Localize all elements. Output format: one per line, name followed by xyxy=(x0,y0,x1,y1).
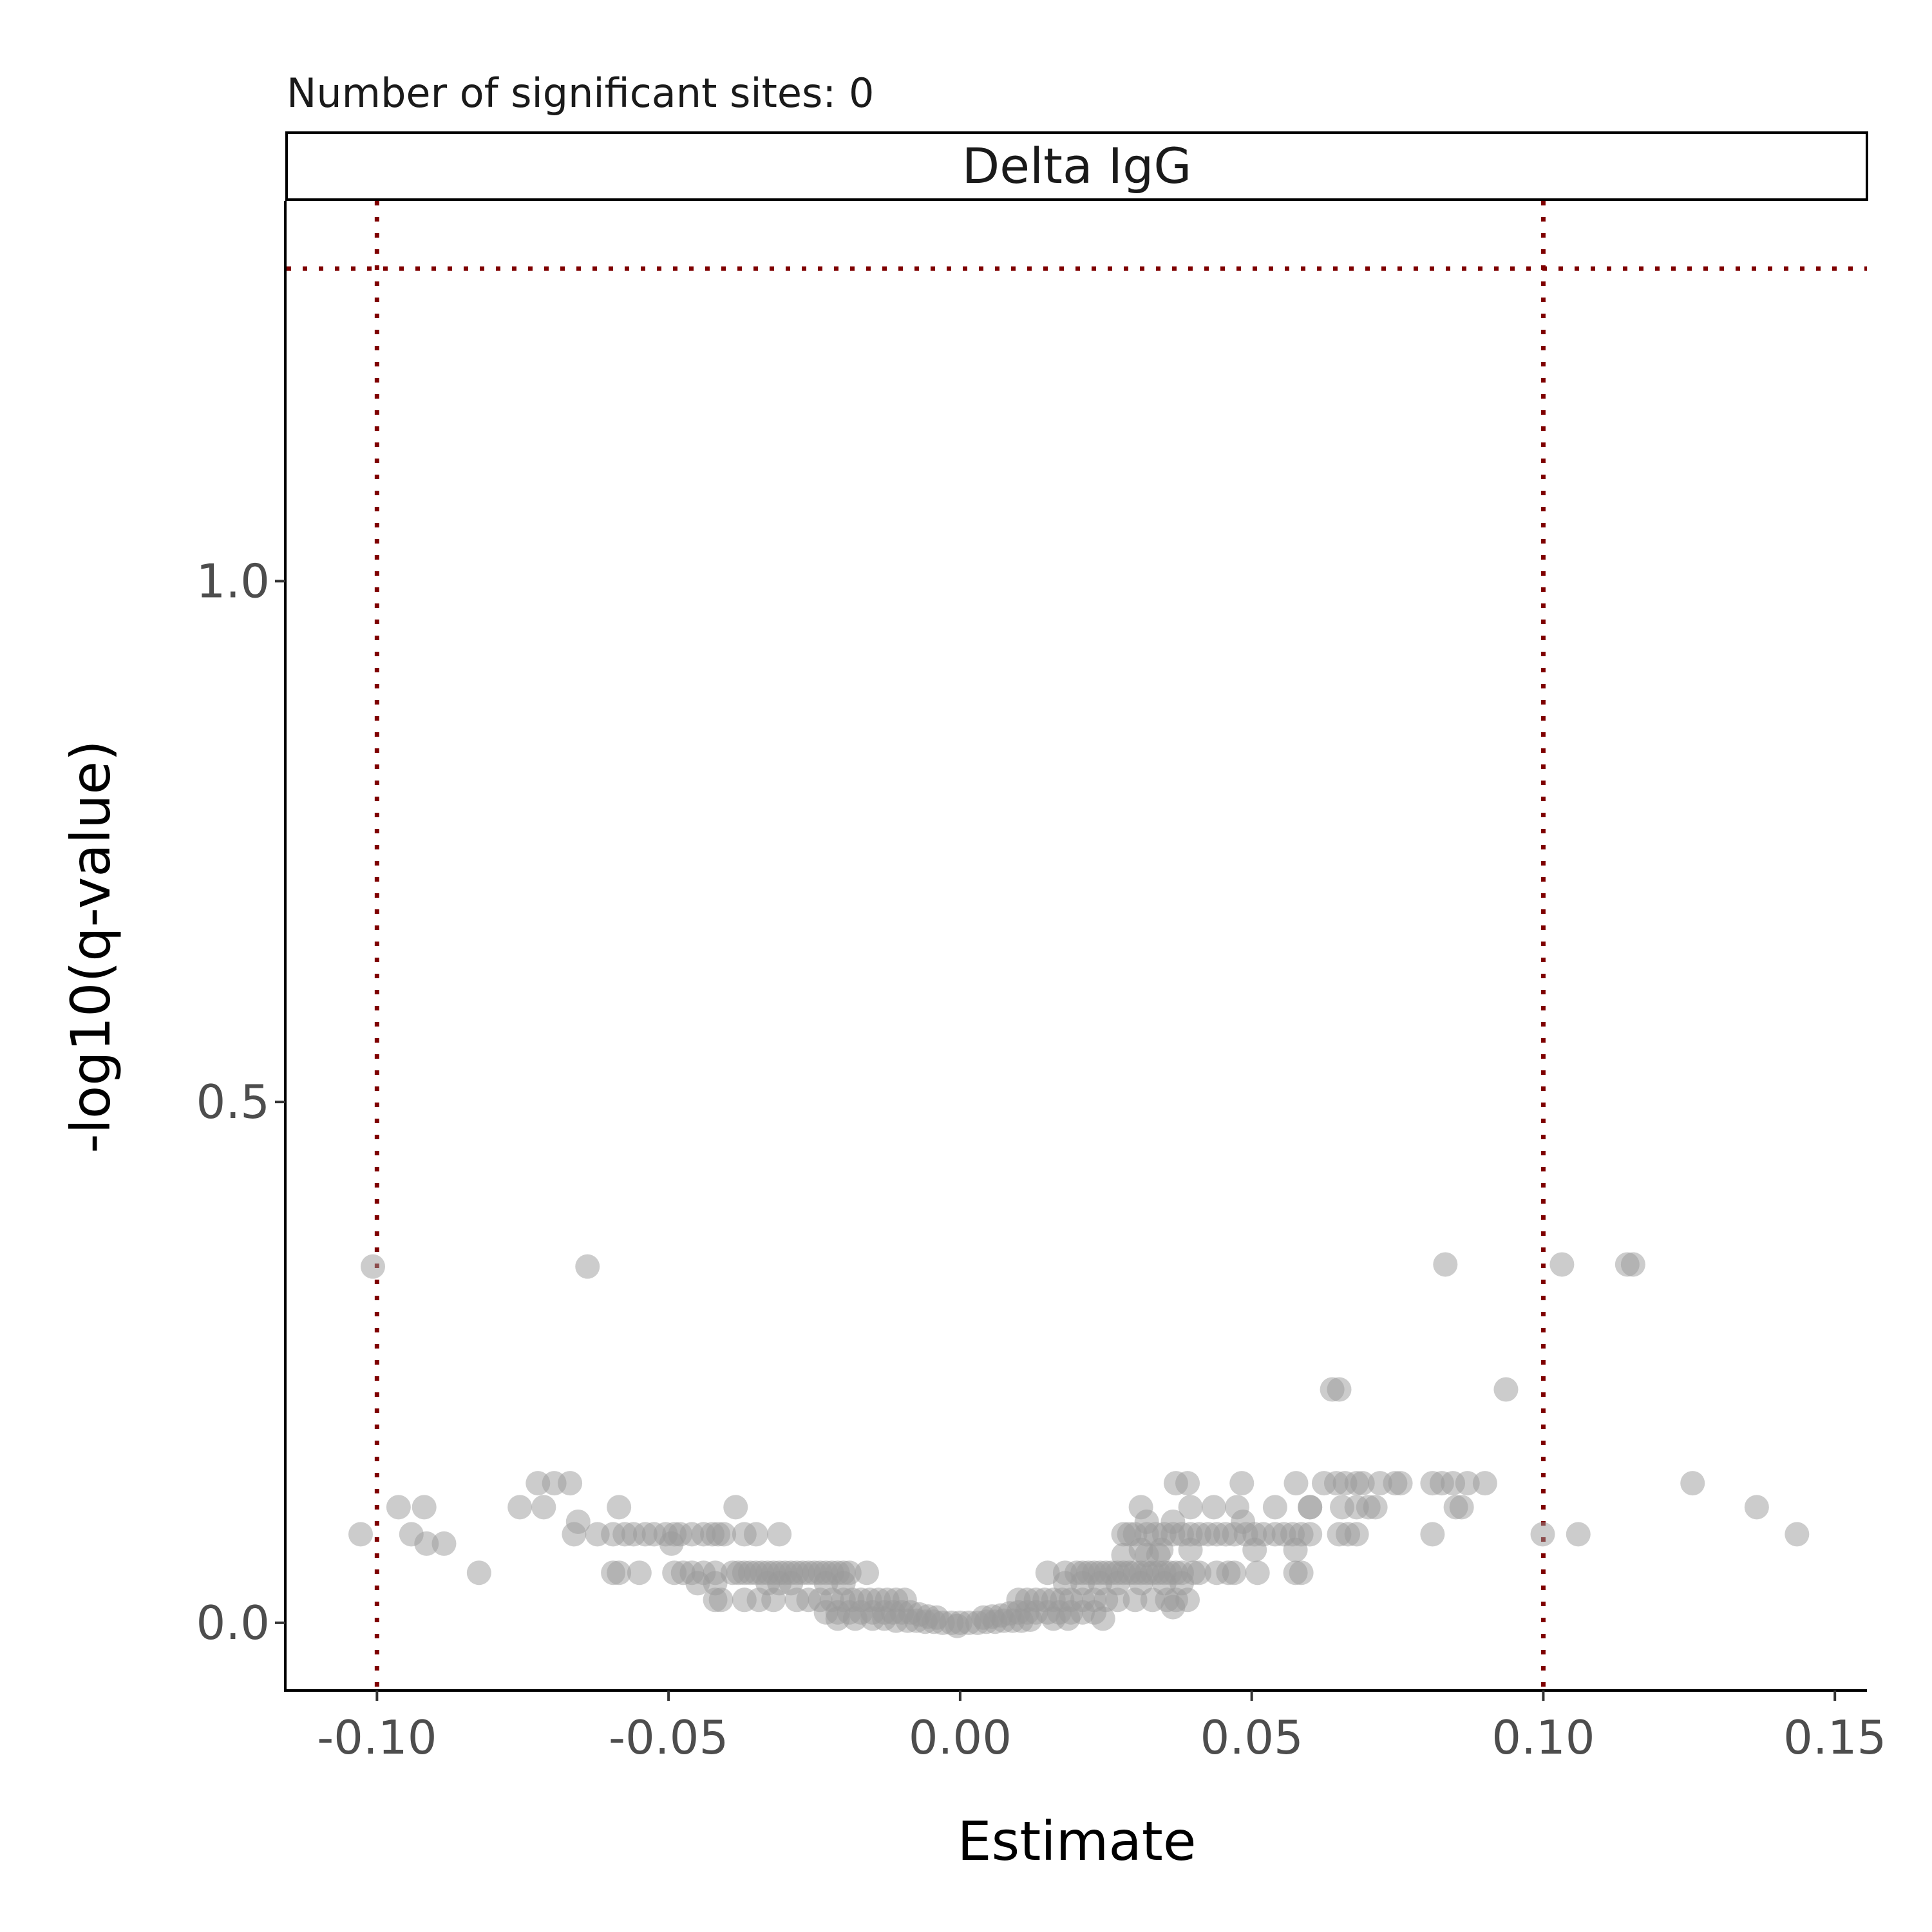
data-point xyxy=(627,1560,652,1586)
data-point xyxy=(1298,1495,1323,1520)
data-point xyxy=(1493,1377,1519,1402)
data-point xyxy=(1388,1471,1413,1496)
data-point xyxy=(1289,1560,1314,1586)
data-point xyxy=(1262,1495,1287,1520)
data-point xyxy=(723,1495,748,1520)
data-point xyxy=(1122,1587,1148,1613)
data-point xyxy=(855,1560,880,1586)
x-tick-label: 0.05 xyxy=(1200,1710,1303,1765)
data-point xyxy=(1744,1495,1769,1520)
data-point xyxy=(531,1495,556,1520)
data-point xyxy=(1229,1471,1255,1496)
data-point xyxy=(1363,1495,1388,1520)
data-point xyxy=(1178,1495,1203,1520)
data-point xyxy=(431,1531,457,1556)
x-tick-label: 0.10 xyxy=(1492,1710,1595,1765)
data-point xyxy=(1327,1377,1352,1402)
threshold-lines xyxy=(287,201,1867,1690)
facet-label: Delta IgG xyxy=(962,137,1191,194)
data-point xyxy=(1344,1522,1369,1547)
y-tick-label: 0.0 xyxy=(196,1596,270,1650)
data-point xyxy=(1222,1560,1247,1586)
y-axis-ticks: 0.0 0.5 1.0 xyxy=(196,554,285,1650)
data-point xyxy=(1420,1522,1445,1547)
y-tick-label: 0.5 xyxy=(196,1075,270,1129)
data-point xyxy=(414,1531,439,1556)
data-point xyxy=(562,1522,587,1547)
data-point xyxy=(712,1522,737,1547)
data-point xyxy=(607,1495,632,1520)
data-point xyxy=(1105,1587,1130,1613)
data-point xyxy=(825,1606,850,1631)
data-point xyxy=(607,1560,632,1586)
facet-strip xyxy=(285,131,1868,201)
data-point xyxy=(1472,1471,1497,1496)
data-point xyxy=(761,1587,786,1613)
data-point xyxy=(945,1613,970,1638)
data-point xyxy=(1785,1522,1810,1547)
data-point xyxy=(348,1522,374,1547)
data-point xyxy=(685,1571,710,1596)
y-axis-title: -log10(q-value) xyxy=(59,740,122,1153)
data-point xyxy=(1178,1537,1203,1562)
x-axis-ticks: -0.10 -0.05 0.00 0.05 0.10 0.15 xyxy=(317,1690,1886,1765)
data-point xyxy=(1449,1495,1474,1520)
data-point xyxy=(361,1254,386,1279)
data-point xyxy=(1283,1537,1308,1562)
x-tick-label: -0.05 xyxy=(609,1710,728,1765)
data-point xyxy=(1455,1471,1480,1496)
data-point xyxy=(1245,1560,1270,1586)
data-point xyxy=(1298,1522,1323,1547)
data-points xyxy=(348,1252,1810,1638)
data-point xyxy=(386,1495,411,1520)
data-point xyxy=(1530,1522,1555,1547)
data-point xyxy=(1620,1252,1645,1277)
x-axis-title: Estimate xyxy=(957,1810,1196,1873)
data-point xyxy=(1344,1471,1369,1496)
plot-subtitle: Number of significant sites: 0 xyxy=(287,70,874,117)
data-point xyxy=(1018,1607,1043,1633)
data-point xyxy=(842,1606,867,1631)
data-point xyxy=(1242,1537,1267,1562)
x-tick-label: -0.10 xyxy=(317,1710,437,1765)
data-point xyxy=(1090,1606,1115,1631)
data-point xyxy=(743,1522,768,1547)
data-point xyxy=(708,1587,734,1613)
data-point xyxy=(1549,1252,1575,1277)
data-point xyxy=(412,1495,437,1520)
data-point xyxy=(1056,1606,1081,1631)
data-point xyxy=(659,1531,684,1556)
data-point xyxy=(1344,1495,1369,1520)
y-tick-label: 1.0 xyxy=(196,554,270,608)
data-point xyxy=(1566,1522,1591,1547)
data-point xyxy=(767,1522,792,1547)
data-point xyxy=(466,1560,491,1586)
data-point xyxy=(1201,1495,1226,1520)
data-point xyxy=(558,1471,583,1496)
x-tick-label: 0.15 xyxy=(1783,1710,1886,1765)
data-point xyxy=(507,1495,533,1520)
data-point xyxy=(575,1254,600,1279)
data-point xyxy=(1433,1252,1458,1277)
data-point xyxy=(1160,1595,1186,1620)
data-point xyxy=(1175,1471,1200,1496)
data-point xyxy=(1680,1471,1705,1496)
data-point xyxy=(1283,1471,1309,1496)
x-tick-label: 0.00 xyxy=(909,1710,1012,1765)
